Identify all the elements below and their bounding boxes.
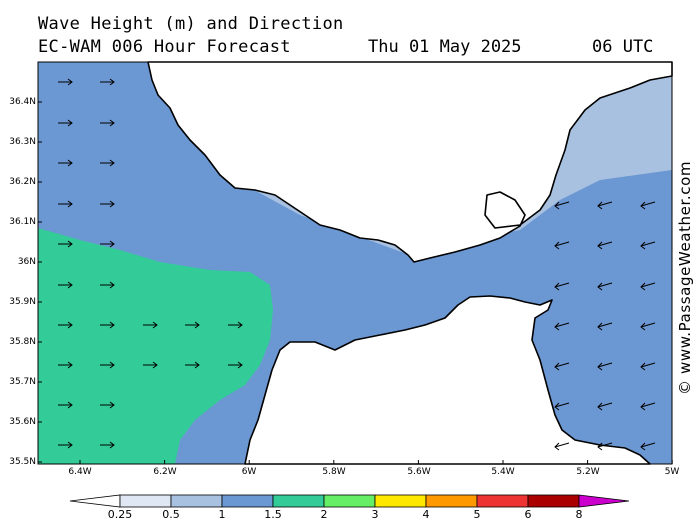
wave-arrow bbox=[58, 200, 73, 208]
wave-arrow bbox=[100, 401, 115, 409]
colorbar-segment bbox=[374, 494, 427, 508]
wave-arrow bbox=[228, 361, 243, 369]
forecast-subtitle: EC-WAM 006 Hour Forecast bbox=[38, 37, 291, 57]
credit-watermark: © www.PassageWeather.com bbox=[676, 160, 694, 395]
colorbar-segment bbox=[323, 494, 376, 508]
wave-arrow bbox=[640, 402, 656, 411]
wave-arrow bbox=[100, 159, 115, 167]
wave-arrow bbox=[185, 361, 200, 369]
colorbar bbox=[69, 494, 630, 508]
wave-arrow bbox=[58, 159, 73, 167]
map-frame bbox=[37, 61, 673, 465]
wave-arrow bbox=[640, 241, 656, 250]
wave-arrow bbox=[640, 442, 656, 451]
legend-tick-1: 1 bbox=[218, 508, 226, 521]
wave-arrow bbox=[554, 442, 570, 451]
legend-tick-0.5: 0.5 bbox=[162, 508, 180, 521]
wave-arrow bbox=[58, 281, 73, 289]
lon-label-5.0: 5W bbox=[664, 467, 680, 477]
wave-arrow bbox=[597, 362, 613, 371]
lat-label-35.5: 35.5N bbox=[9, 457, 36, 467]
forecast-time: 06 UTC bbox=[592, 37, 654, 57]
wave-arrow bbox=[597, 442, 613, 451]
wave-arrow bbox=[597, 282, 613, 291]
wave-direction-arrows bbox=[58, 78, 656, 451]
legend-tick-1.5: 1.5 bbox=[264, 508, 282, 521]
wave-arrow bbox=[100, 321, 115, 329]
wave-arrow bbox=[554, 201, 570, 210]
wave-arrow bbox=[554, 282, 570, 291]
wave-arrow bbox=[597, 322, 613, 331]
lon-label-5.2: 5.2W bbox=[576, 467, 600, 477]
wave-arrow bbox=[58, 119, 73, 127]
wave-arrow bbox=[640, 201, 656, 210]
wave-arrow bbox=[58, 78, 73, 86]
lat-label-35.7: 35.7N bbox=[9, 377, 36, 387]
wave-arrow bbox=[554, 362, 570, 371]
colorbar-segment bbox=[170, 494, 223, 508]
colorbar-segment bbox=[119, 494, 172, 508]
colorbar-segment bbox=[578, 494, 630, 508]
lon-label-6.4: 6.4W bbox=[68, 467, 92, 477]
wave-arrow bbox=[58, 321, 73, 329]
wave-arrow bbox=[597, 402, 613, 411]
wave-arrow bbox=[100, 119, 115, 127]
lat-label-36.3: 36.3N bbox=[9, 137, 36, 147]
colorbar-segment bbox=[425, 494, 478, 508]
lat-label-35.8: 35.8N bbox=[9, 337, 36, 347]
wave-arrow bbox=[554, 322, 570, 331]
legend-tick-8: 8 bbox=[575, 508, 583, 521]
wave-arrow bbox=[640, 322, 656, 331]
forecast-date: Thu 01 May 2025 bbox=[368, 37, 522, 57]
wave-arrow bbox=[640, 282, 656, 291]
wave-arrow bbox=[554, 241, 570, 250]
legend-tick-2: 2 bbox=[320, 508, 328, 521]
lat-label-36.1: 36.1N bbox=[9, 217, 36, 227]
lon-label-5.8: 5.8W bbox=[322, 467, 346, 477]
legend-tick-3: 3 bbox=[371, 508, 379, 521]
lon-label-5.4: 5.4W bbox=[491, 467, 515, 477]
axis-ticks bbox=[38, 101, 673, 464]
wave-arrow bbox=[58, 441, 73, 449]
wave-arrow bbox=[143, 361, 158, 369]
lon-label-5.6: 5.6W bbox=[407, 467, 431, 477]
colorbar-segment bbox=[476, 494, 529, 508]
sea-band-1.5-2 bbox=[38, 228, 273, 464]
colorbar-segment bbox=[221, 494, 274, 508]
wave-arrow bbox=[100, 240, 115, 248]
legend-tick-0.25: 0.25 bbox=[107, 508, 133, 521]
land-spain bbox=[147, 61, 673, 263]
colorbar-segment bbox=[527, 494, 580, 508]
wave-arrow bbox=[100, 200, 115, 208]
lon-label-6.0: 6W bbox=[241, 467, 257, 477]
wave-arrow bbox=[597, 201, 613, 210]
lat-label-36.0: 36N bbox=[17, 257, 36, 267]
wave-arrow bbox=[58, 401, 73, 409]
lon-label-6.2: 6.2W bbox=[153, 467, 177, 477]
land-morocco bbox=[244, 295, 651, 465]
lat-label-35.9: 35.9N bbox=[9, 297, 36, 307]
wave-arrow bbox=[100, 78, 115, 86]
wave-arrow bbox=[228, 321, 243, 329]
lat-label-36.4: 36.4N bbox=[9, 97, 36, 107]
wave-arrow bbox=[185, 321, 200, 329]
wave-arrow bbox=[640, 362, 656, 371]
wave-arrow bbox=[58, 361, 73, 369]
colorbar-segment bbox=[272, 494, 325, 508]
lat-label-35.6: 35.6N bbox=[9, 417, 36, 427]
wave-arrow bbox=[100, 281, 115, 289]
wave-arrow bbox=[554, 402, 570, 411]
colorbar-segment bbox=[69, 494, 121, 508]
legend-tick-6: 6 bbox=[524, 508, 532, 521]
wave-arrow bbox=[597, 241, 613, 250]
chart-title: Wave Height (m) and Direction bbox=[38, 14, 344, 34]
wave-arrow bbox=[100, 441, 115, 449]
legend-tick-4: 4 bbox=[422, 508, 430, 521]
wave-arrow bbox=[100, 361, 115, 369]
wave-arrow bbox=[58, 240, 73, 248]
wave-arrow bbox=[143, 321, 158, 329]
lat-label-36.2: 36.2N bbox=[9, 177, 36, 187]
legend-tick-5: 5 bbox=[473, 508, 481, 521]
